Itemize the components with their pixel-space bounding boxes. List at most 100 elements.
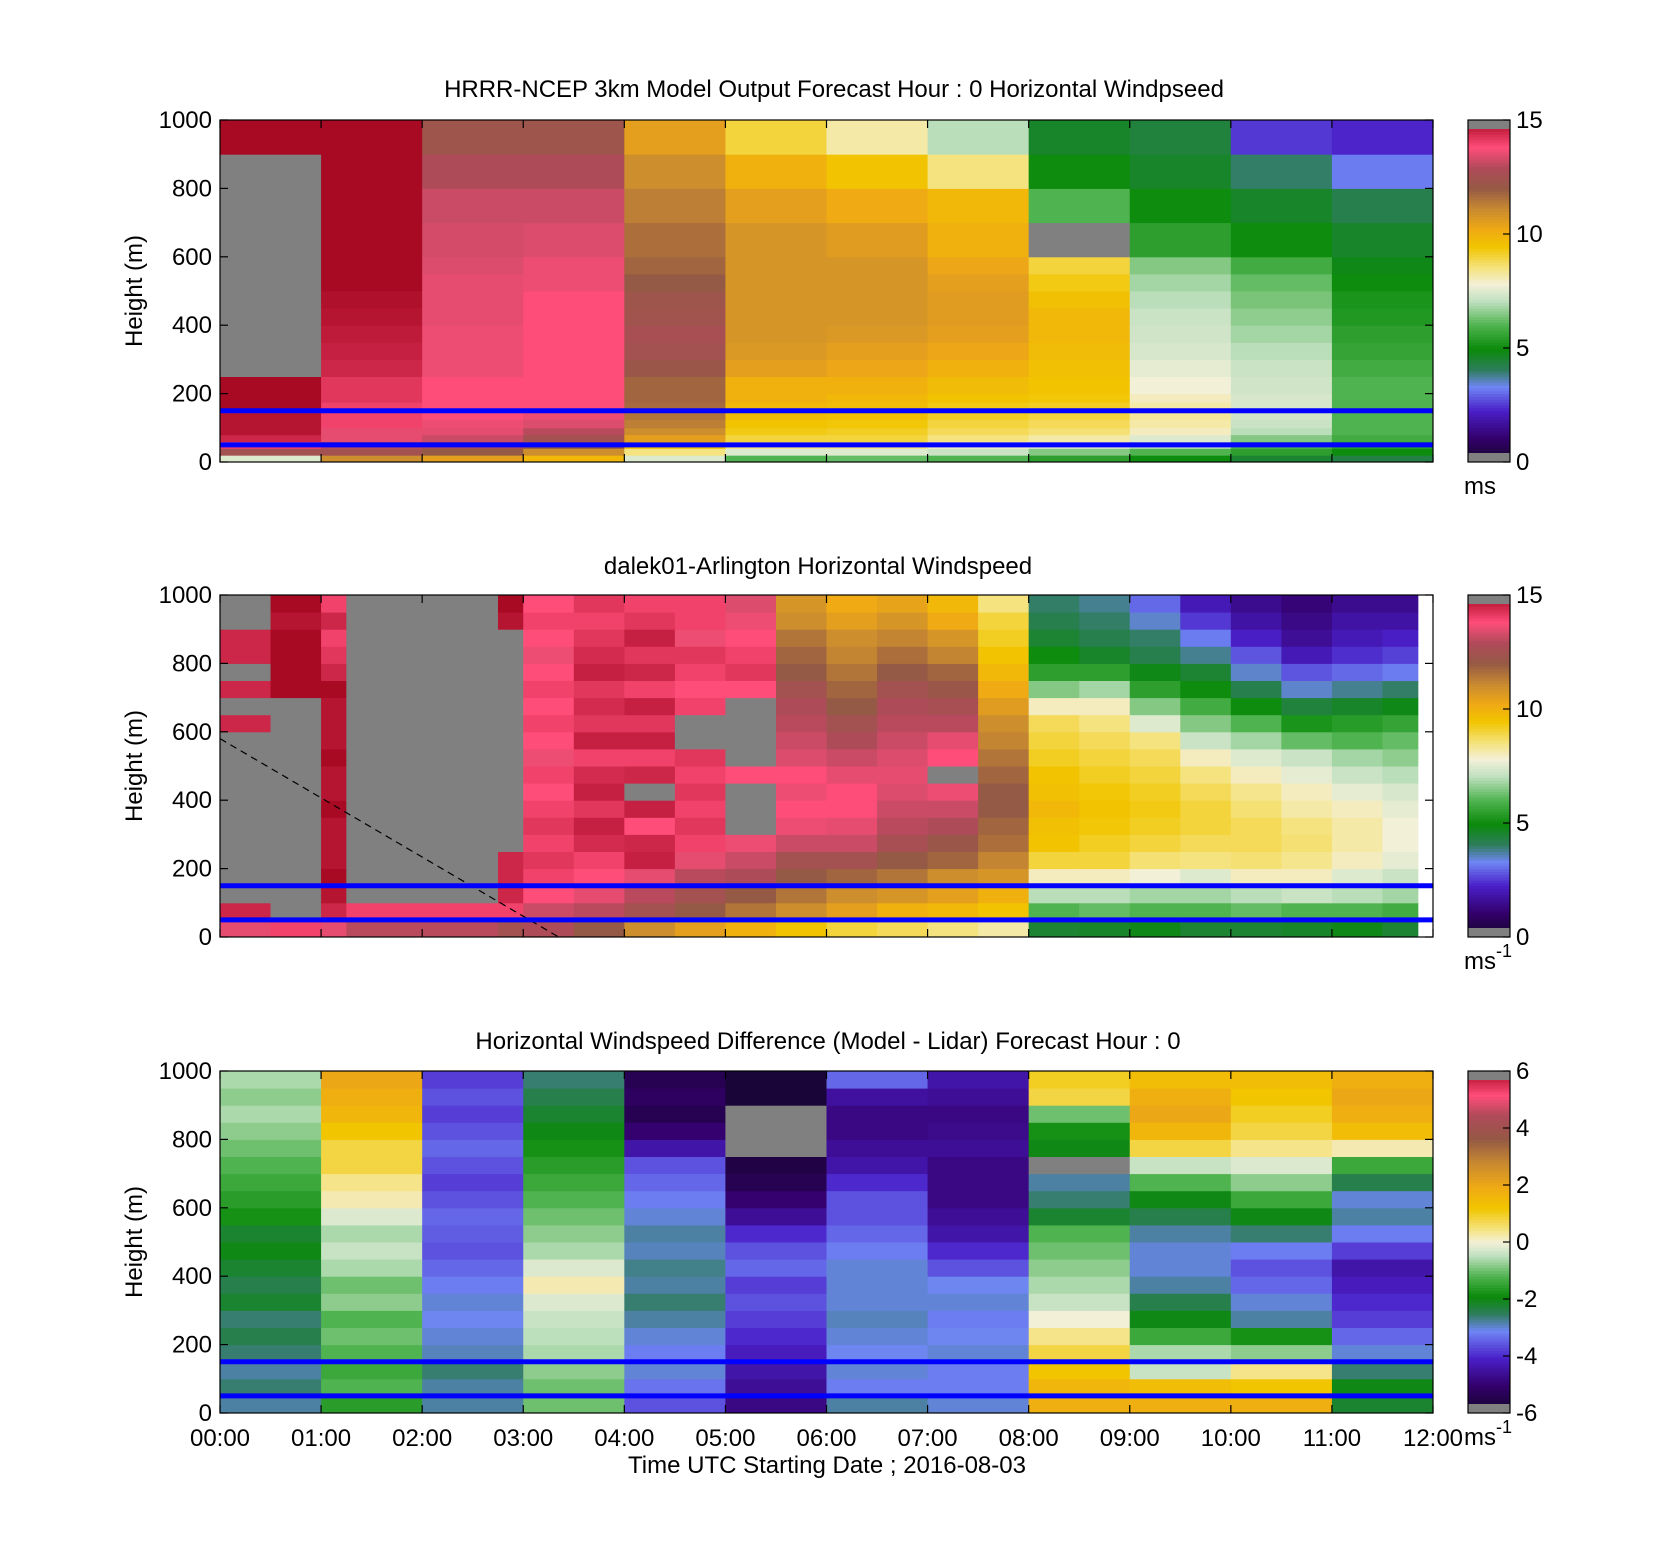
heatmap-cell	[523, 817, 575, 835]
heatmap-cell	[321, 1395, 423, 1414]
colorbar-swatch	[1468, 1364, 1510, 1368]
panel-title: dalek01-Arlington Horizontal Windspeed	[604, 553, 1032, 580]
heatmap-cell	[1230, 359, 1333, 377]
heatmap-cell	[1028, 800, 1080, 818]
heatmap-cell	[321, 455, 423, 463]
heatmap-cell	[927, 256, 1030, 275]
colorbar-swatch	[1468, 654, 1510, 659]
heatmap-cell	[1129, 714, 1181, 733]
heatmap-cell	[220, 448, 322, 456]
heatmap-cell	[1230, 376, 1333, 395]
colorbar-swatch	[1468, 703, 1510, 707]
heatmap-cell	[1230, 1276, 1333, 1294]
colorbar-swatch	[1468, 660, 1510, 664]
heatmap-cell	[1129, 1122, 1232, 1140]
colorbar-swatch	[1468, 791, 1510, 795]
heatmap-cell	[927, 308, 1030, 326]
heatmap-cell	[220, 868, 272, 887]
heatmap-cell	[346, 885, 499, 904]
heatmap-cell	[624, 1122, 726, 1140]
heatmap-cell	[422, 448, 524, 456]
heatmap-cell	[927, 1105, 1030, 1123]
heatmap-cell	[573, 612, 625, 630]
heatmap-cell	[321, 410, 423, 420]
heatmap-cell	[725, 120, 827, 155]
heatmap-cell	[877, 902, 929, 921]
colorbar-swatch	[1468, 365, 1510, 369]
colorbar-swatch	[1468, 614, 1510, 619]
heatmap-cell	[346, 663, 499, 681]
colorbar-swatch	[1468, 634, 1510, 639]
heatmap-cell	[1028, 1173, 1131, 1192]
heatmap-cell	[1230, 402, 1333, 412]
x-tick-label: 10:00	[1201, 1425, 1261, 1452]
heatmap-cell	[927, 1190, 1030, 1209]
colorbar-swatch	[1468, 342, 1510, 346]
colorbar-swatch	[1468, 805, 1510, 810]
heatmap-cell	[523, 1378, 625, 1397]
colorbar-swatch	[1468, 646, 1510, 650]
heatmap-cell	[1180, 817, 1232, 835]
heatmap-cell	[624, 1190, 726, 1209]
heatmap-cell	[1281, 748, 1333, 767]
colorbar-swatch	[1468, 1261, 1510, 1266]
heatmap-cell	[674, 595, 726, 613]
heatmap-cell	[321, 342, 423, 360]
heatmap-cell	[270, 766, 322, 784]
colorbar-swatch	[1468, 871, 1510, 875]
heatmap-cell	[1129, 800, 1181, 818]
heatmap-cell	[725, 1224, 827, 1243]
heatmap-cell	[1129, 697, 1181, 716]
x-tick-label: 04:00	[594, 1425, 654, 1452]
heatmap-cell	[1028, 434, 1131, 442]
colorbar-swatch	[1468, 1301, 1510, 1306]
heatmap-cell	[1028, 766, 1080, 784]
heatmap-cell	[1028, 273, 1131, 292]
y-axis: 0 200 400 600 800 1000	[159, 107, 1433, 476]
heatmap-cell	[927, 766, 979, 784]
heatmap-cell	[826, 188, 929, 224]
heatmap-cell	[497, 697, 524, 716]
heatmap-cell	[725, 342, 827, 360]
heatmap-cell	[1331, 1088, 1434, 1106]
colorbar-tick-label: 0	[1516, 449, 1529, 476]
heatmap-cell	[725, 1207, 827, 1226]
heatmap-cell	[674, 817, 726, 835]
colorbar-swatch	[1468, 711, 1510, 716]
heatmap-cell	[927, 868, 979, 887]
heatmap-cell	[725, 1395, 827, 1414]
heatmap-cell	[220, 680, 272, 699]
colorbar-swatch	[1468, 897, 1510, 901]
heatmap-cell	[1129, 1224, 1232, 1243]
heatmap-cell	[523, 1071, 625, 1089]
heatmap-cell	[927, 154, 1030, 189]
colorbar-swatch	[1468, 199, 1510, 204]
heatmap-cell	[1129, 308, 1232, 326]
heatmap-cell	[624, 902, 676, 921]
heatmap-cell	[725, 1310, 827, 1328]
heatmap-cell	[978, 612, 1030, 630]
colorbar-swatch	[1468, 763, 1510, 767]
heatmap-cell	[624, 646, 676, 664]
heatmap-cell	[725, 851, 777, 870]
colorbar-swatch	[1468, 1293, 1510, 1297]
x-tick-label: 06:00	[796, 1425, 856, 1452]
colorbar-missing-cap	[1468, 595, 1510, 604]
heatmap-cell	[1079, 629, 1131, 647]
x-axis-label: Time UTC Starting Date ; 2016-08-03	[628, 1452, 1026, 1479]
heatmap-cell	[1331, 646, 1383, 664]
heatmap-cell	[346, 714, 499, 733]
heatmap-cell	[826, 419, 929, 429]
heatmap-cell	[1230, 868, 1282, 887]
heatmap-cell	[877, 663, 929, 681]
heatmap-cell	[1331, 120, 1434, 155]
heatmap-cell	[321, 434, 423, 442]
colorbar-swatch	[1468, 785, 1510, 790]
heatmap-cell	[497, 595, 524, 613]
heatmap-cell	[1129, 376, 1232, 395]
heatmap-cell	[346, 783, 499, 801]
heatmap-cell	[1129, 1259, 1232, 1277]
heatmap-cell	[1331, 629, 1383, 647]
colorbar-swatch	[1468, 225, 1510, 229]
heatmap-cell	[220, 1207, 322, 1226]
